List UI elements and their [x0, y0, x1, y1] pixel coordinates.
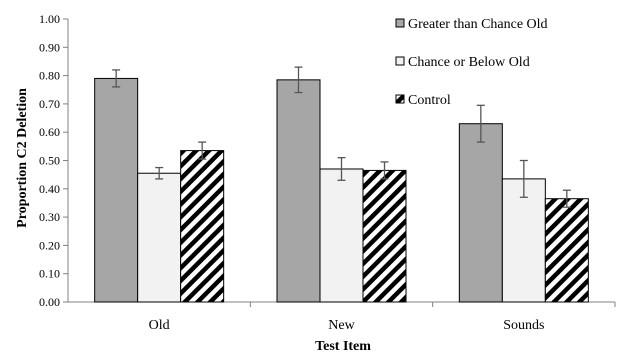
bar-0-2 — [458, 123, 503, 303]
legend-label: Chance or Below Old — [408, 55, 530, 70]
bar-2-1 — [362, 169, 407, 303]
legend-label: Greater than Chance Old — [408, 17, 548, 32]
y-tick-label: 0.90 — [39, 40, 60, 54]
y-tick-label: 0.70 — [39, 97, 60, 111]
bar-2-2 — [544, 198, 589, 303]
bar-2-0 — [180, 150, 225, 303]
y-tick-label: 1.00 — [39, 12, 60, 26]
legend-swatch — [395, 56, 405, 66]
plot-area: 0.00 0.10 0.20 0.30 0.40 0.50 0.60 0.70 0.80 0.90… — [39, 12, 616, 333]
y-tick-label: 0.30 — [39, 210, 60, 224]
x-category-label: Old — [149, 318, 170, 333]
x-axis-title: Test Item — [315, 339, 371, 354]
legend-swatch — [395, 18, 405, 28]
y-tick-label: 0.40 — [39, 182, 60, 196]
y-tick-label: 0.80 — [39, 69, 60, 83]
y-tick-label: 0.60 — [39, 125, 60, 139]
y-tick-label: 0.10 — [39, 267, 60, 281]
y-tick-label: 0.50 — [39, 154, 60, 168]
y-axis-title: Proportion C2 Deletion — [15, 88, 30, 228]
legend-swatch — [395, 94, 405, 104]
x-category-label: Sounds — [503, 318, 544, 333]
x-category-label: New — [328, 318, 355, 333]
y-tick-label: 0.00 — [39, 295, 60, 309]
y-tick-label: 0.20 — [39, 238, 60, 252]
bar-1-1 — [319, 168, 364, 303]
legend-label: Control — [408, 93, 451, 108]
bar-0-1 — [276, 79, 321, 303]
bar-0-0 — [94, 77, 139, 303]
bar-1-0 — [137, 172, 182, 303]
